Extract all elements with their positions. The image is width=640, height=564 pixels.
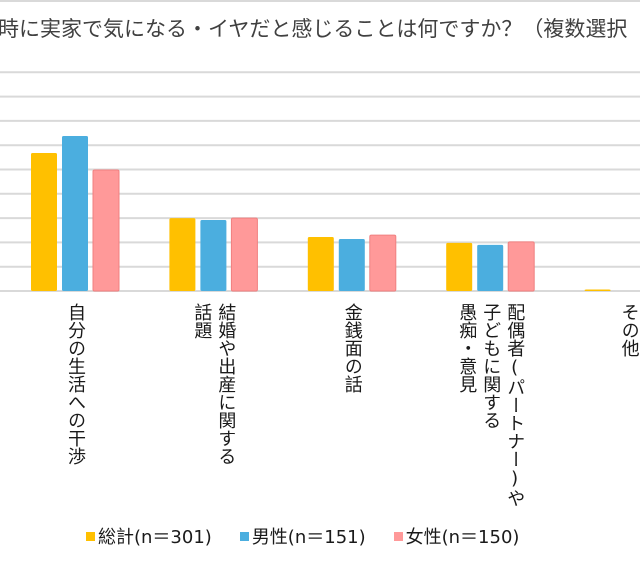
- category-label-3-col-0: 配偶者(パートナー)や: [504, 303, 526, 507]
- bar-male-0: [62, 135, 88, 291]
- bar-male-2: [338, 238, 365, 291]
- legend-label-total: 総計(n＝301): [98, 527, 212, 548]
- legend: 総計(n＝301) 男性(n＝151) 女性(n＝150): [86, 523, 547, 549]
- category-label-3-col-2: 愚痴・意見: [456, 303, 478, 393]
- bar-female-0: [92, 169, 120, 292]
- category-label-1-col-0: 結婚や出産に関する: [215, 303, 237, 465]
- legend-item-total: 総計(n＝301): [86, 523, 212, 549]
- legend-item-female: 女性(n＝150): [393, 523, 520, 549]
- legend-swatch-female: [393, 531, 403, 541]
- category-label-0-col-0: 自分の生活への干渉: [65, 303, 86, 465]
- bar-total-4: [584, 289, 611, 291]
- category-label-4-col-0: その他: [618, 303, 640, 357]
- legend-swatch-total: [86, 531, 95, 541]
- legend-swatch-male: [239, 531, 249, 541]
- bar-female-3: [507, 241, 535, 292]
- legend-label-female: 女性(n＝150): [405, 527, 520, 548]
- legend-label-male: 男性(n＝151): [251, 527, 366, 548]
- bar-chart: [0, 71, 640, 292]
- chart-title: 時に実家で気になる・イヤだと感じることは何ですか？（複数選択: [0, 17, 628, 41]
- bar-female-2: [369, 234, 397, 292]
- bar-total-3: [446, 242, 473, 291]
- bar-male-3: [477, 244, 504, 291]
- category-label-1-col-1: 話題: [191, 303, 213, 339]
- legend-item-male: 男性(n＝151): [239, 523, 366, 549]
- bar-male-1: [200, 220, 227, 291]
- bar-total-1: [169, 218, 196, 291]
- category-label-3-col-1: 子どもに関する: [480, 303, 502, 429]
- bar-total-0: [31, 152, 57, 291]
- bar-total-2: [307, 237, 334, 291]
- bar-female-1: [230, 217, 258, 292]
- chart-frame-top-border: [0, 0, 640, 2]
- category-label-2-col-0: 金銭面の話: [341, 303, 363, 393]
